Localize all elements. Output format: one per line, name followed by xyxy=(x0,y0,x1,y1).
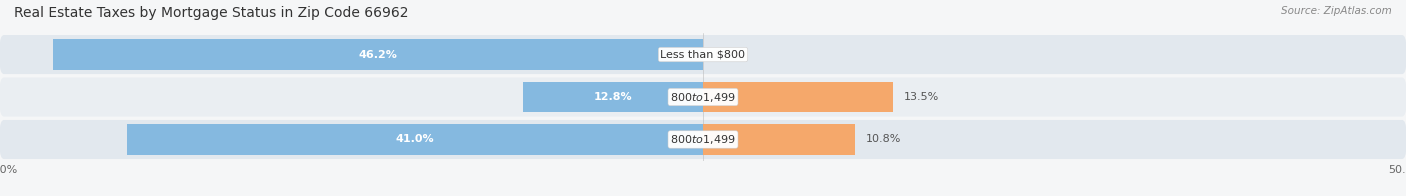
Bar xyxy=(53,39,703,70)
Text: $800 to $1,499: $800 to $1,499 xyxy=(671,133,735,146)
Text: 13.5%: 13.5% xyxy=(904,92,939,102)
Text: 46.2%: 46.2% xyxy=(359,50,398,60)
Text: 41.0%: 41.0% xyxy=(395,134,434,144)
Text: 10.8%: 10.8% xyxy=(866,134,901,144)
Text: Real Estate Taxes by Mortgage Status in Zip Code 66962: Real Estate Taxes by Mortgage Status in … xyxy=(14,6,409,20)
FancyBboxPatch shape xyxy=(0,35,1406,74)
FancyBboxPatch shape xyxy=(0,77,1406,117)
Text: Source: ZipAtlas.com: Source: ZipAtlas.com xyxy=(1281,6,1392,16)
Text: 12.8%: 12.8% xyxy=(593,92,633,102)
Text: Less than $800: Less than $800 xyxy=(661,50,745,60)
Text: 0.0%: 0.0% xyxy=(714,50,742,60)
FancyBboxPatch shape xyxy=(0,120,1406,159)
Text: $800 to $1,499: $800 to $1,499 xyxy=(671,91,735,103)
Bar xyxy=(703,82,893,112)
Bar xyxy=(127,124,703,155)
Bar xyxy=(523,82,703,112)
Bar xyxy=(703,124,855,155)
